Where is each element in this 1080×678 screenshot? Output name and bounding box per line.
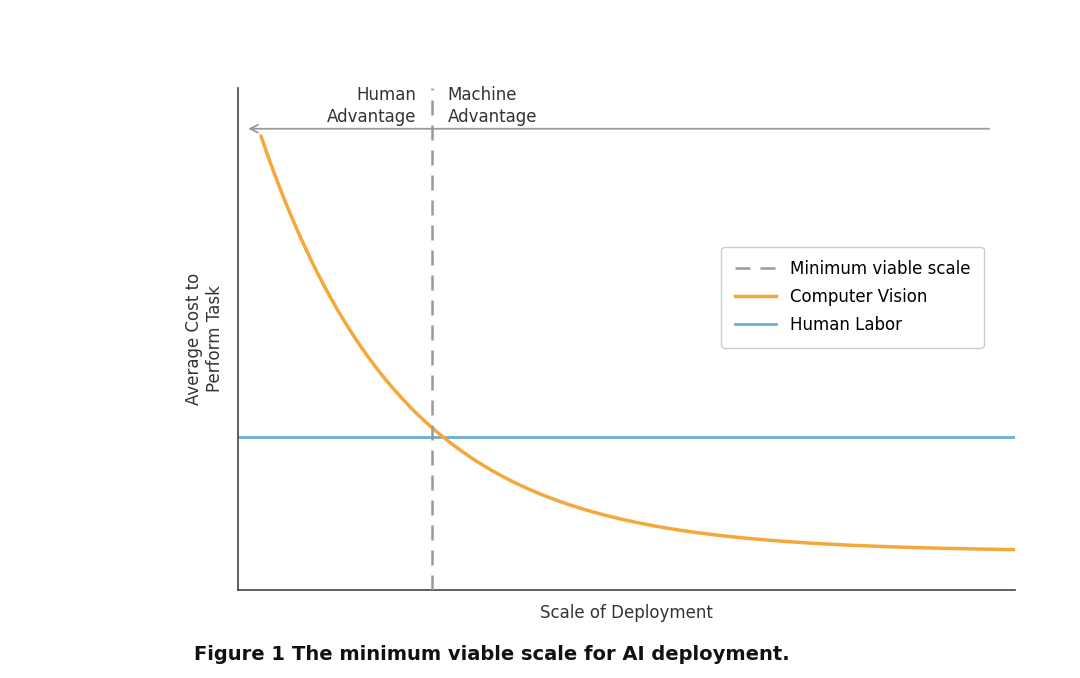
Text: Figure 1: Figure 1 [194, 645, 285, 664]
Y-axis label: Average Cost to
Perform Task: Average Cost to Perform Task [185, 273, 224, 405]
Text: Machine
Advantage: Machine Advantage [447, 86, 537, 126]
Legend: Minimum viable scale, Computer Vision, Human Labor: Minimum viable scale, Computer Vision, H… [721, 247, 984, 348]
Text: The minimum viable scale for AI deployment.: The minimum viable scale for AI deployme… [265, 645, 789, 664]
Text: Human
Advantage: Human Advantage [327, 86, 417, 126]
X-axis label: Scale of Deployment: Scale of Deployment [540, 603, 713, 622]
